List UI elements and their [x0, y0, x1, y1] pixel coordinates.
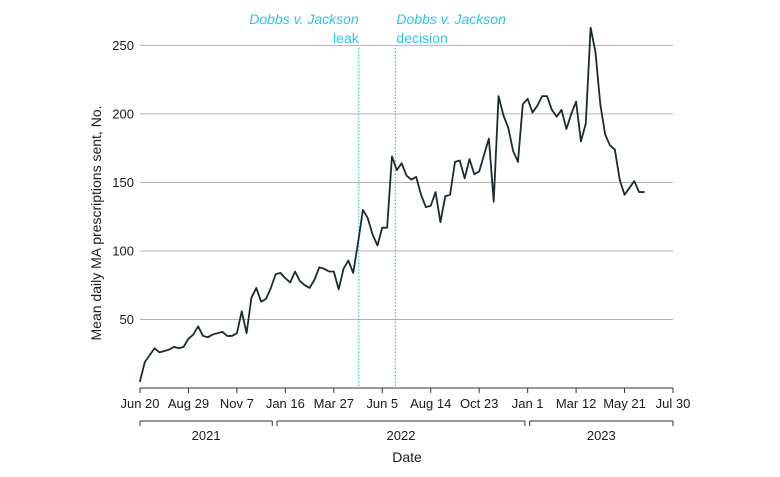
x-tick-label: May 21 — [603, 396, 646, 411]
y-tick-label: 50 — [120, 312, 134, 327]
x-tick-label: Aug 14 — [410, 396, 451, 411]
y-tick-label: 100 — [112, 243, 134, 258]
axes: 50 100 150 200 250 Jun 20 Aug 29 Nov 7 Jan 16 Mar… — [112, 38, 690, 443]
x-tick-label: Aug 29 — [168, 396, 209, 411]
year-label: 2021 — [192, 428, 221, 443]
annotation-subtitle: decision — [396, 30, 447, 46]
y-axis-title: Mean daily MA prescriptions sent, No. — [88, 106, 104, 341]
x-axis-title: Date — [392, 449, 422, 465]
y-tick-label: 200 — [112, 106, 134, 121]
annotation-title: Dobbs v. Jackson — [396, 11, 506, 27]
series-layer — [139, 26, 645, 383]
year-label: 2023 — [587, 428, 616, 443]
x-tick-label: Jan 16 — [266, 396, 305, 411]
x-tick-label: Jul 30 — [656, 396, 691, 411]
x-tick-label: Mar 27 — [314, 396, 354, 411]
x-tick-label: Oct 23 — [460, 396, 498, 411]
x-tick-label: Jun 5 — [366, 396, 398, 411]
x-tick-label: Jun 20 — [120, 396, 159, 411]
x-tick-label: Mar 12 — [556, 396, 596, 411]
y-tick-label: 150 — [112, 175, 134, 190]
x-tick-label: Nov 7 — [220, 396, 254, 411]
annotations: Dobbs v. Jackson leak Dobbs v. Jackson deci… — [249, 11, 506, 388]
year-label: 2022 — [387, 428, 416, 443]
series-line — [139, 26, 645, 383]
gridlines — [140, 44, 673, 320]
annotation-subtitle: leak — [333, 30, 360, 46]
y-tick-label: 250 — [112, 38, 134, 53]
annotation-title: Dobbs v. Jackson — [249, 11, 359, 27]
x-tick-label: Jan 1 — [512, 396, 544, 411]
